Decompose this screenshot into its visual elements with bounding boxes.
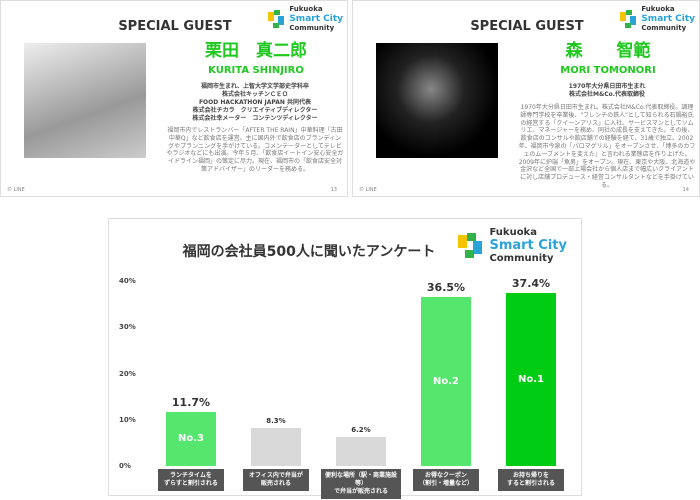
logo-mark-icon xyxy=(618,9,638,29)
y-tick-label: 20% xyxy=(119,369,136,378)
role-line: 1970年大分県日田市生まれ xyxy=(568,83,646,90)
fukuoka-smart-city-logo: Fukuoka Smart City Community xyxy=(455,227,567,265)
guest-roles: 福岡市生まれ、上智大学文学部史学科卒 株式会社キッチンＣＥＯ FOOD HACKAT… xyxy=(166,83,344,123)
logo-line1: Fukuoka xyxy=(489,227,537,238)
slide-title: SPECIAL GUEST xyxy=(118,19,232,34)
copyright: © LINE xyxy=(359,187,377,193)
y-tick-label: 30% xyxy=(119,323,136,332)
fukuoka-smart-city-logo: Fukuoka Smart City Community xyxy=(266,5,343,33)
value-label: 6.2% xyxy=(351,426,371,435)
y-tick-label: 40% xyxy=(119,277,136,285)
value-label: 36.5% xyxy=(426,281,466,295)
logo-line2: Smart City xyxy=(489,238,567,253)
bar: No.2 xyxy=(421,297,471,466)
guest-name-jp: 森 智範 xyxy=(565,41,651,61)
rank-label: No.2 xyxy=(433,376,459,388)
y-tick-label: 10% xyxy=(119,415,136,424)
logo-mark-icon xyxy=(266,9,286,29)
guest-slide: SPECIAL GUEST Fukuoka Smart City Community… xyxy=(352,0,700,197)
guest-bio: 福岡市内でレストランバー「AFTER THE RAIN」中華料理「古田中華Q」な… xyxy=(166,127,344,173)
role-line: 株式会社M&Co.代表取締役 xyxy=(568,91,645,98)
category-label: ランチタイムを ずらすと割引される xyxy=(158,469,224,491)
logo-line1: Fukuoka xyxy=(641,5,675,13)
logo-line3: Community xyxy=(641,24,687,32)
guest-roles: 1970年大分県日田市生まれ 株式会社M&Co.代表取締役 xyxy=(518,83,696,99)
guest-photo xyxy=(376,43,498,158)
slide-title: SPECIAL GUEST xyxy=(470,19,584,34)
value-label: 11.7% xyxy=(171,395,211,409)
chart-title: 福岡の会社員500人に聞いたアンケート xyxy=(182,244,436,260)
role-line: 株式会社幸メーター コンテンツディレクター xyxy=(192,115,318,122)
logo-line1: Fukuoka xyxy=(289,5,323,13)
guest-name-en: KURITA SHINJIRO xyxy=(208,65,304,76)
guest-bio: 1970年大分県日田市生まれ。株式会社M&Co.代表取締役。調理師専門学校を卒業… xyxy=(518,104,696,189)
bar: No.3 xyxy=(166,411,216,466)
category-label: 便利な場所（駅・商業施設等） で弁当が販売される xyxy=(321,469,401,499)
guest-slide: SPECIAL GUEST Fukuoka Smart City Community… xyxy=(0,0,348,197)
rank-label: No.3 xyxy=(178,433,204,445)
guest-photo xyxy=(24,43,146,158)
y-tick-label: 0% xyxy=(119,462,131,470)
copyright: © LINE xyxy=(7,187,25,193)
logo-line2: Smart City xyxy=(641,14,695,24)
rank-label: No.1 xyxy=(518,374,544,385)
guest-name-en: MORI TOMONORI xyxy=(560,65,656,76)
category-label: お得なクーポン （割引・増量など） xyxy=(413,469,479,491)
bar: No.1 xyxy=(506,293,556,466)
value-label: 8.3% xyxy=(266,416,286,425)
role-line: 株式会社キッチンＣＥＯ xyxy=(221,91,288,98)
fukuoka-smart-city-logo: Fukuoka Smart City Community xyxy=(618,5,695,33)
chart-panel: 福岡の会社員500人に聞いたアンケート Fukuoka Smart City Com… xyxy=(108,218,582,499)
category-label: お持ち帰りを すると割引される xyxy=(498,469,564,491)
page-number: 14 xyxy=(682,187,689,193)
value-label: 37.4% xyxy=(511,277,551,291)
page-number: 13 xyxy=(330,187,337,193)
category-label: オフィス内で弁当が 販売される xyxy=(243,469,309,491)
logo-line3: Community xyxy=(489,253,554,264)
logo-mark-icon xyxy=(455,231,485,261)
role-line: 福岡市生まれ、上智大学文学部史学科卒 xyxy=(200,83,310,90)
role-line: FOOD HACKATHON JAPAN 共同代表 xyxy=(198,99,312,106)
logo-line3: Community xyxy=(289,24,335,32)
logo-line2: Smart City xyxy=(289,14,343,24)
bar xyxy=(336,437,386,466)
guest-name-jp: 栗田 真二郎 xyxy=(205,41,307,61)
bar xyxy=(251,427,301,466)
role-line: 株式会社チカラ クリエイティブディレクター xyxy=(192,107,318,114)
